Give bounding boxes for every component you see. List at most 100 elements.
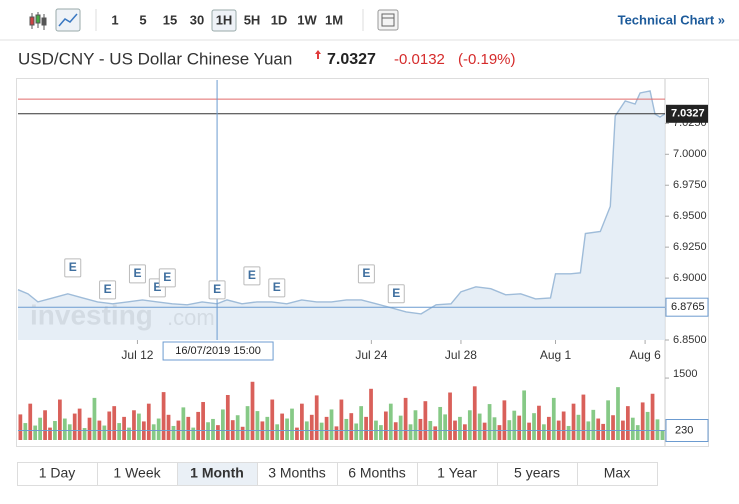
interval-button[interactable]: 30	[190, 12, 204, 27]
volume-bar	[408, 424, 413, 440]
down-arrow	[315, 50, 321, 59]
y-tick-label: 6.9500	[673, 210, 707, 222]
volume-bar	[265, 416, 270, 440]
event-label[interactable]: E	[392, 286, 400, 300]
event-label[interactable]: E	[163, 270, 171, 284]
volume-bar	[18, 414, 23, 440]
volume-bar	[329, 409, 334, 440]
volume-bar	[423, 401, 428, 440]
instrument-title: USD/CNY - US Dollar Chinese Yuan	[18, 49, 292, 68]
crosshair-price: 6.8765	[671, 301, 705, 313]
volume-bar	[492, 417, 497, 440]
event-label[interactable]: E	[273, 280, 281, 294]
interval-button[interactable]: 1H	[216, 12, 233, 27]
x-tick-label: Jul 12	[121, 348, 153, 362]
volume-bar	[206, 422, 210, 440]
candlestick-icon[interactable]	[29, 12, 47, 30]
volume-bar	[655, 419, 660, 440]
settings-icon[interactable]	[377, 9, 399, 31]
range-button-label[interactable]: 1 Year	[437, 465, 477, 481]
range-button-label[interactable]: Max	[604, 465, 630, 481]
volume-bar	[487, 404, 492, 440]
volume-bar	[309, 414, 314, 440]
volume-bar	[463, 424, 467, 440]
range-button-label[interactable]: 5 years	[514, 465, 560, 481]
event-marker[interactable]	[268, 278, 286, 298]
interval-button[interactable]: 1M	[325, 12, 343, 27]
last-price: 7.0327	[327, 51, 376, 68]
range-button-label[interactable]: 1 Day	[39, 465, 76, 481]
interval-button[interactable]: 1	[111, 12, 118, 27]
volume-bar	[58, 399, 62, 440]
volume-bar	[275, 424, 280, 440]
event-marker[interactable]	[243, 266, 261, 286]
volume-bar	[443, 414, 447, 440]
volume-bar	[319, 422, 324, 440]
range-button-label[interactable]: 6 Months	[348, 465, 406, 481]
volume-current-label: 230	[675, 424, 693, 436]
interval-button[interactable]: 1D	[271, 12, 288, 27]
event-label[interactable]: E	[153, 280, 161, 294]
volume-bar	[438, 406, 443, 440]
volume-bar	[295, 427, 299, 440]
volume-bar	[472, 386, 477, 440]
technical-chart-link[interactable]: Technical Chart »	[618, 12, 725, 27]
volume-bar	[211, 418, 215, 440]
volume-bar	[146, 403, 151, 440]
volume-bar	[645, 411, 650, 440]
y-tick-label: 7.0000	[673, 148, 707, 160]
y-tick-label: 6.9000	[673, 272, 707, 284]
event-marker[interactable]	[99, 280, 117, 300]
event-label[interactable]: E	[248, 268, 256, 282]
interval-button[interactable]: 15	[163, 12, 177, 27]
volume-bar	[300, 403, 304, 440]
y-tick-label: 6.9250	[673, 241, 707, 253]
area-fill	[18, 91, 665, 340]
range-button-label[interactable]: 1 Month	[190, 465, 244, 481]
interval-button[interactable]: 5	[139, 12, 146, 27]
event-label[interactable]: E	[69, 260, 77, 274]
range-button[interactable]	[577, 462, 658, 486]
range-button-label[interactable]: 3 Months	[268, 465, 326, 481]
event-marker[interactable]	[128, 264, 146, 284]
event-label[interactable]: E	[133, 266, 141, 280]
event-marker[interactable]	[387, 284, 405, 304]
volume-bar	[571, 403, 576, 440]
range-button-label[interactable]: 1 Week	[113, 465, 161, 481]
volume-bar	[156, 418, 161, 440]
volume-bar	[650, 393, 655, 440]
volume-bar	[137, 413, 141, 440]
event-label[interactable]: E	[104, 282, 112, 296]
volume-bar	[201, 402, 205, 440]
event-marker[interactable]	[357, 264, 375, 284]
event-marker[interactable]	[208, 280, 226, 300]
volume-bar	[546, 416, 551, 440]
volume-bar	[171, 425, 176, 440]
event-label[interactable]: E	[362, 266, 370, 280]
volume-bar	[285, 418, 289, 440]
volume-bar	[640, 402, 645, 440]
volume-bar	[403, 397, 408, 440]
volume-bar	[383, 411, 388, 440]
volume-bar	[660, 430, 665, 440]
volume-bar	[364, 416, 368, 440]
interval-button[interactable]: 5H	[244, 12, 261, 27]
event-label[interactable]: E	[213, 282, 221, 296]
volume-bar	[240, 426, 245, 440]
event-marker[interactable]	[158, 268, 176, 288]
volume-bar	[418, 418, 423, 440]
volume-bar	[33, 425, 38, 440]
volume-bar	[77, 408, 82, 440]
volume-bar	[532, 413, 536, 440]
volume-bar	[591, 409, 596, 440]
volume-bar	[448, 392, 452, 440]
interval-button[interactable]: 1W	[297, 12, 317, 27]
volume-bar	[245, 406, 250, 440]
volume-bar	[339, 399, 344, 440]
volume-bar	[117, 423, 122, 440]
volume-bar	[290, 408, 294, 440]
event-marker[interactable]	[64, 258, 82, 278]
line-chart-icon[interactable]	[55, 8, 81, 32]
chart-frame	[16, 78, 709, 447]
